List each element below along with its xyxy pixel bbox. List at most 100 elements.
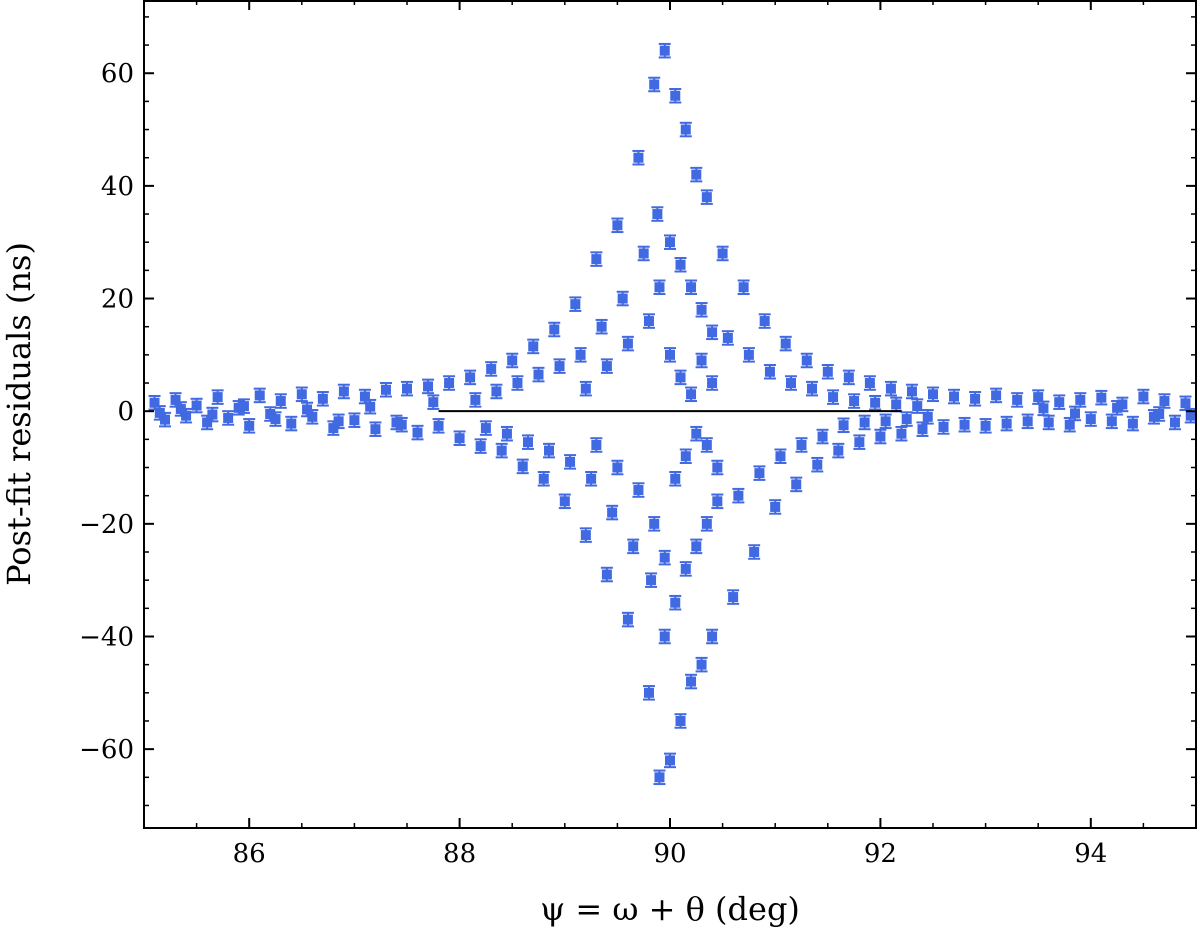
data-point bbox=[543, 442, 556, 459]
data-point bbox=[664, 234, 676, 250]
data-point bbox=[674, 713, 687, 729]
data-point bbox=[695, 352, 708, 369]
data-point bbox=[243, 418, 256, 434]
data-point bbox=[669, 87, 682, 104]
data-point bbox=[695, 302, 708, 318]
data-point bbox=[658, 42, 671, 59]
data-point bbox=[645, 572, 658, 588]
data-point bbox=[879, 413, 892, 430]
data-point bbox=[658, 549, 671, 566]
data-point bbox=[579, 527, 592, 543]
data-point bbox=[532, 366, 545, 383]
data-point bbox=[827, 389, 840, 405]
data-point bbox=[600, 358, 613, 374]
data-point bbox=[863, 375, 876, 391]
data-point bbox=[927, 386, 939, 403]
data-point bbox=[537, 471, 550, 487]
data-point bbox=[700, 437, 713, 453]
x-axis-title: ψ = ω + θ (deg) bbox=[540, 890, 800, 928]
data-point bbox=[443, 375, 456, 391]
data-point bbox=[621, 335, 634, 352]
data-point bbox=[642, 685, 655, 701]
data-point bbox=[669, 594, 682, 611]
data-point bbox=[648, 516, 661, 532]
data-point bbox=[1074, 392, 1087, 408]
data-point bbox=[969, 391, 982, 407]
data-point bbox=[727, 589, 740, 605]
data-point bbox=[627, 538, 640, 555]
x-tick-label: 92 bbox=[864, 839, 897, 869]
data-point bbox=[921, 409, 934, 425]
axes-layer: 86 88 90 92 94 60 40 20 0 −20 −40 −60 bbox=[79, 0, 1197, 869]
data-point bbox=[569, 296, 582, 312]
data-point bbox=[348, 412, 361, 428]
data-point bbox=[285, 415, 298, 432]
data-point bbox=[395, 416, 408, 433]
data-point bbox=[706, 324, 719, 341]
data-point bbox=[874, 428, 887, 445]
data-point bbox=[301, 401, 314, 418]
data-point bbox=[474, 438, 487, 454]
data-point bbox=[632, 482, 645, 498]
data-point bbox=[664, 347, 676, 363]
data-point bbox=[690, 425, 703, 442]
data-point bbox=[1179, 395, 1192, 412]
data-point bbox=[401, 380, 413, 397]
data-point bbox=[685, 279, 698, 296]
data-point bbox=[806, 380, 819, 397]
data-point bbox=[990, 387, 1003, 404]
data-point bbox=[1111, 400, 1124, 416]
data-point bbox=[1011, 392, 1024, 408]
data-point bbox=[895, 425, 908, 442]
data-point bbox=[422, 378, 435, 395]
data-point bbox=[427, 394, 440, 410]
data-point bbox=[469, 392, 482, 408]
data-point bbox=[564, 454, 577, 470]
data-point bbox=[721, 330, 734, 346]
data-point bbox=[890, 396, 903, 413]
data-point bbox=[816, 428, 829, 445]
data-point bbox=[884, 380, 897, 397]
data-point bbox=[411, 424, 424, 441]
data-point bbox=[653, 769, 666, 786]
y-tick-label: 60 bbox=[101, 59, 134, 89]
y-tick-label: 40 bbox=[101, 172, 134, 202]
data-point bbox=[516, 458, 529, 475]
data-point bbox=[611, 217, 624, 234]
data-point bbox=[190, 397, 203, 414]
data-point bbox=[758, 313, 771, 329]
data-point bbox=[779, 335, 792, 352]
data-point bbox=[1000, 415, 1013, 432]
data-point bbox=[821, 363, 834, 380]
data-point bbox=[490, 383, 503, 400]
data-point bbox=[506, 352, 519, 369]
plot-background bbox=[144, 0, 1196, 828]
data-point bbox=[1158, 393, 1171, 409]
data-point bbox=[1095, 389, 1108, 406]
data-point bbox=[521, 434, 534, 450]
data-point bbox=[911, 398, 924, 414]
data-point bbox=[690, 538, 703, 555]
data-point bbox=[753, 465, 766, 481]
data-point bbox=[558, 493, 571, 510]
data-point bbox=[869, 394, 882, 411]
data-point bbox=[269, 411, 282, 427]
data-point bbox=[1126, 415, 1139, 432]
data-point bbox=[1084, 411, 1097, 427]
data-point bbox=[842, 369, 855, 386]
data-point bbox=[679, 121, 692, 138]
data-point bbox=[732, 487, 745, 504]
x-tick-label: 90 bbox=[653, 839, 686, 869]
data-point bbox=[690, 166, 703, 183]
data-point bbox=[669, 471, 682, 487]
data-point bbox=[685, 386, 698, 403]
data-point bbox=[1105, 413, 1118, 430]
data-point bbox=[700, 516, 713, 532]
data-point bbox=[553, 358, 566, 374]
data-point bbox=[590, 251, 603, 267]
data-point bbox=[958, 416, 971, 433]
data-point bbox=[916, 421, 929, 437]
data-point bbox=[1069, 405, 1082, 422]
data-point bbox=[674, 256, 687, 273]
